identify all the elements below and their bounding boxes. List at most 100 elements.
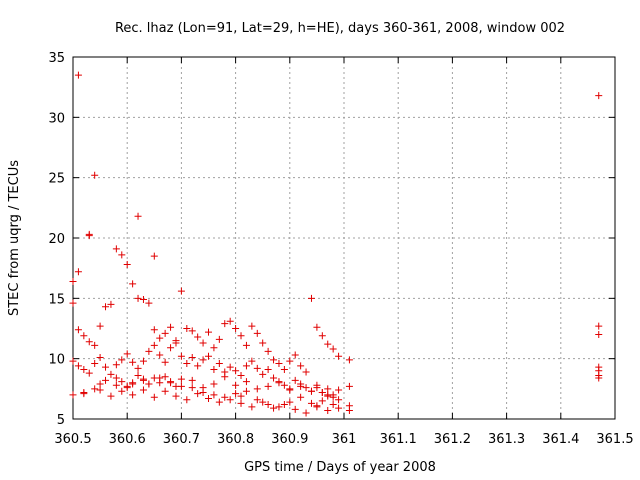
x-tick-label: 361.3: [488, 432, 525, 447]
data-point: [270, 404, 278, 412]
data-point: [96, 322, 104, 330]
data-point: [177, 352, 185, 360]
y-tick-label: 15: [48, 292, 65, 307]
x-tick-labels: 360.5 360.6 360.7 360.8 360.9 361 361.1 361.2 36…: [54, 432, 633, 447]
x-tick-label: 361.2: [434, 432, 471, 447]
data-point: [107, 392, 115, 400]
data-point: [318, 332, 326, 340]
x-tick-label: 360.9: [271, 432, 308, 447]
data-point: [595, 322, 603, 330]
data-point: [313, 323, 321, 331]
data-point: [74, 71, 82, 79]
data-point: [286, 398, 294, 406]
x-tick-label: 361: [332, 432, 357, 447]
data-point: [324, 407, 332, 415]
data-point: [253, 385, 261, 393]
data-point: [161, 387, 169, 395]
data-point: [161, 329, 169, 337]
data-point: [129, 358, 137, 366]
data-point: [313, 403, 321, 411]
data-point: [205, 394, 212, 402]
data-point: [335, 352, 343, 360]
x-axis-label: GPS time / Days of year 2008: [244, 460, 436, 475]
data-point: [335, 404, 343, 412]
x-tick-label: 360.7: [163, 432, 200, 447]
plot-frame: [72, 56, 616, 420]
x-tick-label: 360.5: [54, 432, 91, 447]
data-point: [264, 382, 272, 390]
grid-lines: [73, 57, 615, 419]
y-tick-label: 5: [57, 413, 65, 428]
data-point: [226, 396, 234, 404]
data-point: [313, 384, 321, 392]
data-point: [199, 384, 207, 392]
data-point: [221, 373, 229, 381]
data-point: [194, 362, 202, 370]
data-point: [345, 407, 353, 415]
data-point: [112, 361, 120, 369]
y-axis-label: STEC from uqrg / TECUs: [7, 160, 22, 316]
data-point: [118, 378, 126, 386]
data-point: [237, 372, 245, 380]
y-tick-label: 10: [48, 353, 65, 368]
data-point: [177, 287, 185, 295]
data-point: [74, 326, 82, 334]
data-point: [112, 245, 120, 253]
data-point: [118, 356, 126, 364]
data-point: [335, 396, 343, 404]
data-point: [91, 171, 99, 179]
data-point: [302, 409, 310, 417]
data-point: [118, 251, 126, 259]
data-point: [69, 277, 77, 285]
data-point: [210, 391, 218, 399]
data-point: [286, 386, 294, 394]
data-point: [145, 380, 153, 388]
data-point: [259, 370, 267, 378]
data-point: [91, 359, 99, 367]
data-point: [307, 387, 315, 395]
data-point: [297, 393, 305, 401]
data-point: [275, 359, 283, 367]
data-point: [253, 396, 261, 404]
data-point: [134, 372, 142, 380]
data-point: [188, 353, 196, 361]
data-point: [96, 386, 104, 394]
data-point: [226, 363, 234, 371]
data-point: [80, 388, 88, 396]
data-point: [150, 393, 158, 401]
data-point: [595, 92, 603, 100]
data-point: [145, 299, 153, 307]
data-point: [183, 396, 191, 404]
data-point: [69, 357, 77, 365]
data-point: [270, 356, 278, 364]
data-point: [134, 294, 142, 302]
data-point: [232, 367, 240, 375]
data-point: [172, 392, 180, 400]
data-point: [329, 401, 337, 409]
data-point: [270, 374, 278, 382]
data-point: [69, 299, 77, 307]
data-point: [302, 368, 310, 376]
data-point: [237, 392, 245, 400]
data-point: [237, 332, 245, 340]
data-point: [324, 391, 332, 399]
data-point: [74, 362, 82, 370]
data-point: [242, 378, 250, 386]
data-point: [177, 375, 185, 383]
data-point: [345, 356, 353, 364]
data-point: [102, 363, 110, 371]
data-point: [123, 350, 131, 358]
data-point: [80, 332, 88, 340]
data-point: [221, 393, 229, 401]
data-point: [595, 372, 603, 380]
data-point: [237, 399, 245, 407]
data-point: [291, 405, 299, 413]
data-point: [139, 296, 147, 304]
data-point: [280, 401, 288, 409]
data-point: [150, 252, 158, 260]
data-point: [123, 384, 131, 392]
data-point: [183, 359, 191, 367]
data-point: [167, 323, 175, 331]
data-point: [324, 340, 332, 348]
data-point: [161, 358, 169, 366]
